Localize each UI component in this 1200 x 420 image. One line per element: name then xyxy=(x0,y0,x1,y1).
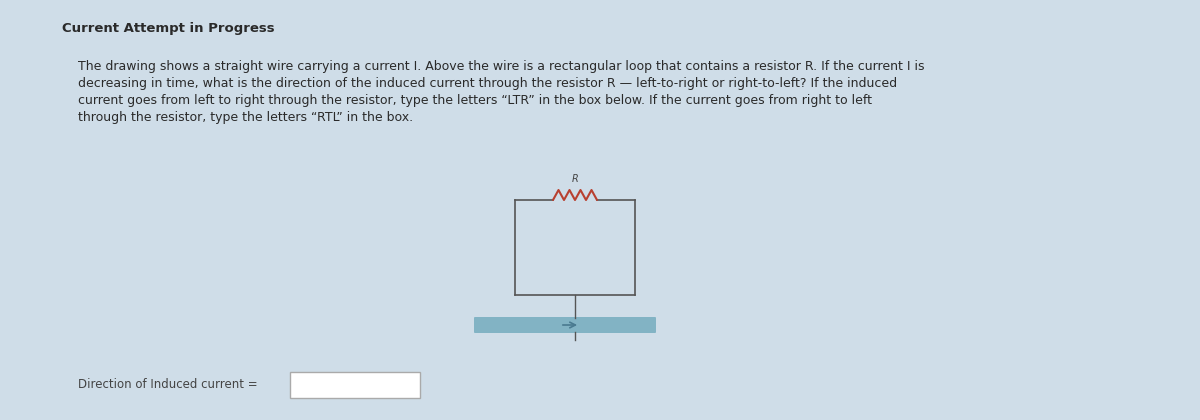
Text: R: R xyxy=(571,174,578,184)
Text: The drawing shows a straight wire carrying a current I. Above the wire is a rect: The drawing shows a straight wire carryi… xyxy=(78,60,924,73)
Text: Current Attempt in Progress: Current Attempt in Progress xyxy=(62,22,275,35)
Text: decreasing in time, what is the direction of the induced current through the res: decreasing in time, what is the directio… xyxy=(78,77,898,90)
Text: Direction of Induced current =: Direction of Induced current = xyxy=(78,378,258,391)
Text: current goes from left to right through the resistor, type the letters “LTR” in : current goes from left to right through … xyxy=(78,94,872,107)
Bar xyxy=(290,372,420,398)
FancyBboxPatch shape xyxy=(474,317,656,333)
Text: through the resistor, type the letters “RTL” in the box.: through the resistor, type the letters “… xyxy=(78,111,413,124)
